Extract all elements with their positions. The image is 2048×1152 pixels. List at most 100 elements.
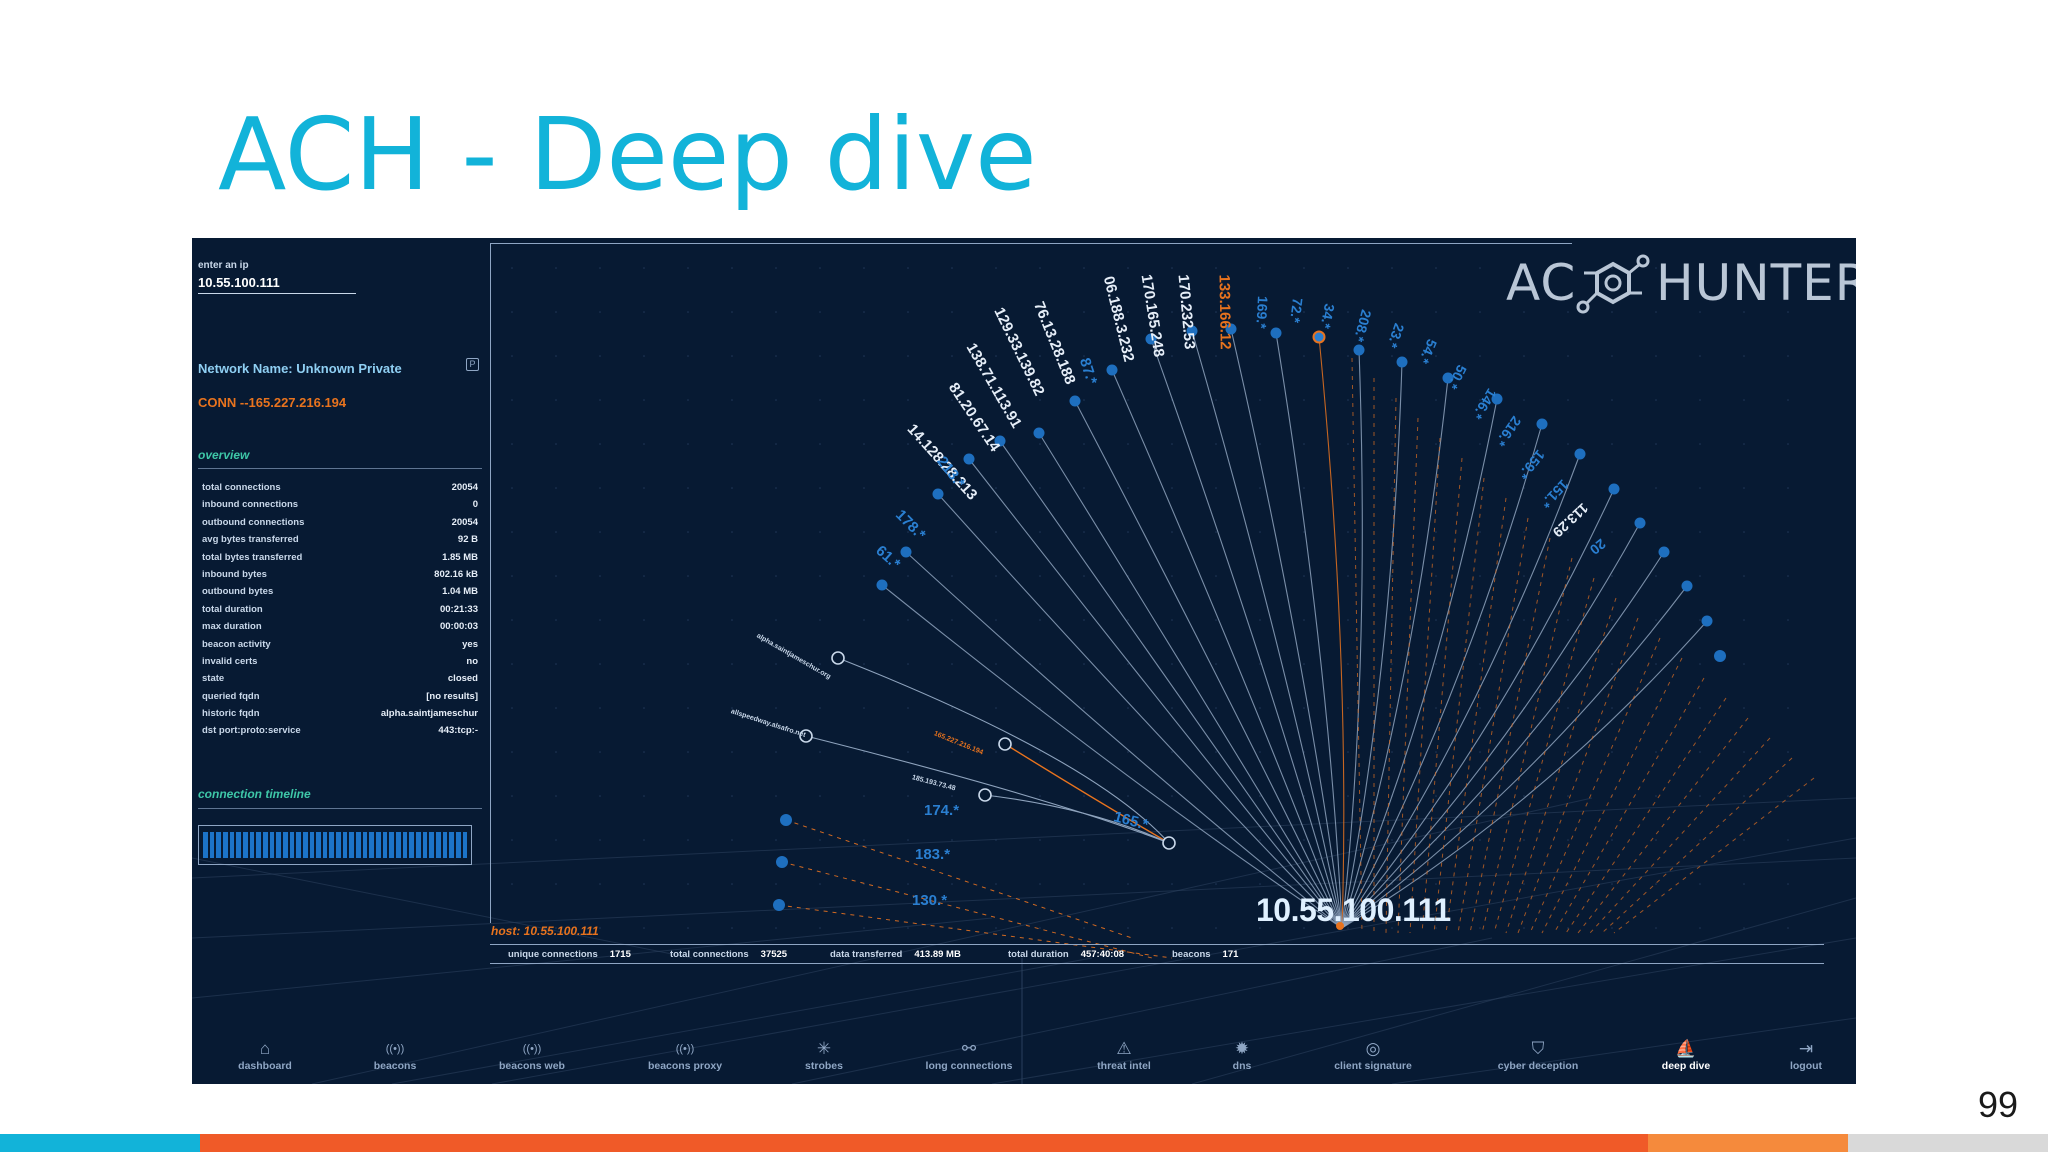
grid-dot bbox=[995, 883, 997, 885]
central-host-label[interactable]: 10.55.100.111 bbox=[1256, 892, 1451, 928]
grid-dot bbox=[863, 531, 865, 533]
grid-dot bbox=[1743, 619, 1745, 621]
stat-item: beacons 171 bbox=[1172, 949, 1238, 960]
grid-dot bbox=[1391, 531, 1393, 533]
nav-beacons[interactable]: ((•)) beacons bbox=[374, 1038, 417, 1072]
overview-heading: overview bbox=[198, 448, 250, 462]
connection-timeline[interactable] bbox=[198, 825, 472, 865]
grid-dot bbox=[1435, 531, 1437, 533]
grid-dot bbox=[1655, 795, 1657, 797]
grid-dot bbox=[1259, 399, 1261, 401]
grid-dot bbox=[819, 663, 821, 665]
dashed-connection bbox=[1601, 757, 1793, 934]
grid-dot bbox=[687, 795, 689, 797]
grid-dot bbox=[951, 487, 953, 489]
ip-node-label[interactable]: 169.* bbox=[1253, 295, 1271, 330]
nav-deep-dive[interactable]: ⛵ deep dive bbox=[1662, 1038, 1710, 1072]
nav-label: strobes bbox=[805, 1060, 843, 1072]
private-badge[interactable]: P bbox=[466, 358, 479, 371]
connection-line bbox=[1230, 328, 1343, 929]
grid-dot bbox=[687, 443, 689, 445]
bug-icon: ✹ bbox=[1234, 1039, 1250, 1058]
nav-dns[interactable]: ✹ dns bbox=[1233, 1038, 1252, 1072]
ip-node-label[interactable]: 72.* bbox=[1287, 297, 1306, 324]
overview-key: dst port:proto:service bbox=[202, 725, 301, 737]
grid-dot bbox=[1259, 707, 1261, 709]
timeline-bar bbox=[236, 832, 241, 858]
connection-line bbox=[1341, 551, 1665, 929]
grid-dot bbox=[1479, 663, 1481, 665]
nav-long-connections[interactable]: ⚯ long connections bbox=[926, 1038, 1013, 1072]
dashed-connection bbox=[1445, 497, 1507, 934]
grid-dot bbox=[863, 795, 865, 797]
mesh-line bbox=[391, 957, 1093, 1084]
graph-node bbox=[1270, 327, 1282, 339]
grid-dot bbox=[775, 575, 777, 577]
grid-dot bbox=[907, 707, 909, 709]
ip-input[interactable] bbox=[198, 272, 356, 294]
grid-dot bbox=[1655, 399, 1657, 401]
grid-dot bbox=[1743, 267, 1745, 269]
warning-icon: ⚠ bbox=[1116, 1039, 1132, 1058]
nav-client-signature[interactable]: ◎ client signature bbox=[1334, 1038, 1412, 1072]
grid-dot bbox=[1039, 355, 1041, 357]
ip-node-label[interactable]: 174.* bbox=[924, 802, 960, 819]
grid-dot bbox=[555, 531, 557, 533]
nav-beacons-proxy[interactable]: ((•)) beacons proxy bbox=[648, 1038, 722, 1072]
overview-row: total connections 20054 bbox=[202, 482, 478, 499]
grid-dot bbox=[1347, 839, 1349, 841]
ip-node-label[interactable]: 183.* bbox=[915, 846, 951, 863]
mesh-line bbox=[791, 937, 1493, 1084]
nav-strobes[interactable]: ✳ strobes bbox=[805, 1038, 843, 1072]
nav-logout[interactable]: ⇥ logout bbox=[1790, 1038, 1822, 1072]
grid-dot bbox=[1215, 707, 1217, 709]
mesh-line bbox=[1391, 1017, 1856, 1084]
nav-beacons-web[interactable]: ((•)) beacons web bbox=[499, 1038, 565, 1072]
overview-value: 00:21:33 bbox=[439, 603, 478, 615]
grid-dot bbox=[1303, 311, 1305, 313]
graph-node bbox=[1681, 580, 1693, 592]
nav-cyber-deception[interactable]: ⛉ cyber deception bbox=[1498, 1038, 1579, 1072]
dashed-connection bbox=[1577, 717, 1749, 934]
grid-dot bbox=[1347, 531, 1349, 533]
ip-node-label[interactable]: 130.* bbox=[912, 892, 948, 909]
grid-dot bbox=[1083, 839, 1085, 841]
grid-dot bbox=[599, 267, 601, 269]
grid-dot bbox=[687, 355, 689, 357]
dashed-connection bbox=[1351, 357, 1363, 934]
grid-dot bbox=[1039, 927, 1041, 929]
timeline-bar bbox=[269, 832, 275, 858]
grid-dot bbox=[907, 267, 909, 269]
nav-threat-intel[interactable]: ⚠ threat intel bbox=[1097, 1038, 1151, 1072]
ip-node-label[interactable]: 133.166.12 bbox=[1215, 274, 1234, 350]
grid-dot bbox=[1215, 267, 1217, 269]
grid-dot bbox=[1523, 399, 1525, 401]
overview-value: 1.85 MB bbox=[442, 551, 478, 563]
overview-key: total connections bbox=[202, 482, 281, 493]
connection-line bbox=[1341, 453, 1581, 929]
grid-dot bbox=[1567, 839, 1569, 841]
graph-node bbox=[1658, 546, 1670, 558]
mesh-line bbox=[311, 797, 1593, 1084]
grid-dot bbox=[951, 663, 953, 665]
stat-item: total duration 457:40:08 bbox=[1008, 949, 1124, 960]
graph-node bbox=[831, 651, 845, 665]
timeline-bar bbox=[316, 832, 321, 858]
overview-row: max duration 00:00:03 bbox=[202, 621, 478, 638]
grid-dot bbox=[1391, 707, 1393, 709]
grid-dot bbox=[555, 883, 557, 885]
nav-dashboard[interactable]: ⌂ dashboard bbox=[238, 1038, 292, 1072]
overview-key: beacon activity bbox=[202, 638, 271, 650]
dashed-connection bbox=[778, 904, 1173, 959]
grid-dot bbox=[1083, 619, 1085, 621]
graph-node bbox=[1225, 323, 1237, 335]
grid-dot bbox=[1435, 927, 1437, 929]
grid-dot bbox=[1215, 487, 1217, 489]
grid-dot bbox=[511, 311, 513, 313]
grid-dot bbox=[599, 531, 601, 533]
timeline-bar bbox=[203, 832, 208, 858]
grid-dot bbox=[687, 531, 689, 533]
grid-dot bbox=[1699, 531, 1701, 533]
grid-dot bbox=[1699, 751, 1701, 753]
grid-dot bbox=[951, 839, 953, 841]
